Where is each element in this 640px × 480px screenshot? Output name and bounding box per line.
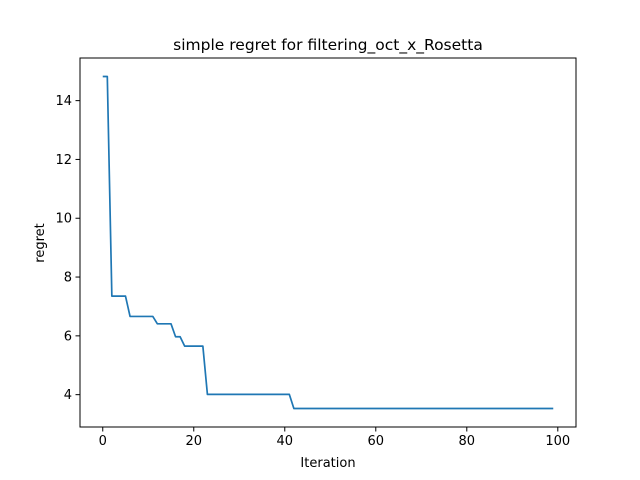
x-tick-label: 40	[276, 434, 293, 449]
x-tick-label: 60	[368, 434, 385, 449]
y-tick-label: 10	[55, 212, 72, 227]
chart-title: simple regret for filtering_oct_x_Rosett…	[173, 36, 483, 55]
axes-frame	[79, 57, 577, 428]
series-line-0	[102, 75, 554, 410]
y-axis-title: regret	[33, 223, 48, 262]
plot-area: 0 20 40 60 80 100 4 6 8 10 12 14	[55, 57, 577, 449]
y-tick-label: 4	[64, 388, 72, 403]
y-tick-label: 12	[55, 153, 72, 168]
x-tick-label: 100	[545, 434, 570, 449]
x-tick-label: 0	[99, 434, 107, 449]
y-tick-label: 6	[64, 329, 72, 344]
x-tick-label: 20	[185, 434, 202, 449]
x-tick-label: 80	[459, 434, 476, 449]
y-tick-label: 14	[55, 94, 72, 109]
x-axis-title: Iteration	[300, 456, 355, 471]
y-tick-label: 8	[64, 271, 72, 286]
